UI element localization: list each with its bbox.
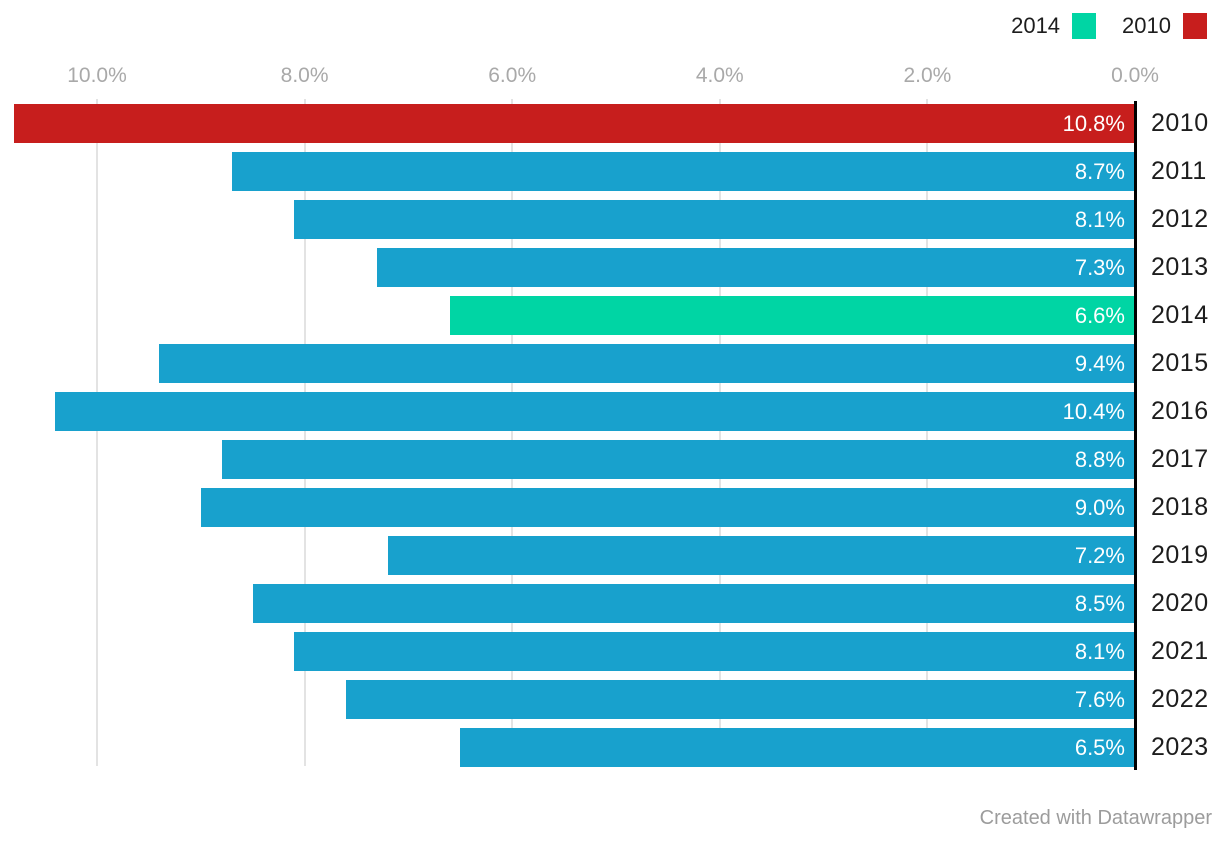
bar-value-label: 7.2% — [1074, 542, 1125, 568]
year-label-2018: 2018 — [1151, 493, 1209, 521]
year-label-2012: 2012 — [1151, 205, 1209, 233]
bar-2017: 8.8% — [221, 440, 1135, 479]
axis-tick-label: 2.0% — [903, 64, 952, 87]
gridline-2.0% — [926, 99, 929, 766]
year-label-2017: 2017 — [1151, 445, 1209, 473]
legend-swatch-2010-icon — [1183, 13, 1207, 39]
bar-value-label: 7.6% — [1074, 686, 1125, 712]
bar-2020: 8.5% — [252, 584, 1135, 623]
bar-value-label: 9.0% — [1074, 494, 1125, 520]
year-label-2021: 2021 — [1151, 637, 1209, 665]
year-label-2010: 2010 — [1151, 109, 1209, 137]
bar-value-label: 8.8% — [1074, 446, 1125, 472]
bar-2011: 8.7% — [231, 152, 1135, 191]
axis-zero-line — [1134, 101, 1137, 770]
year-label-2023: 2023 — [1151, 733, 1209, 761]
bar-2021: 8.1% — [294, 632, 1135, 671]
bar-value-label: 6.6% — [1074, 302, 1125, 328]
year-label-2020: 2020 — [1151, 589, 1209, 617]
bar-2019: 7.2% — [387, 536, 1135, 575]
bar-value-label: 7.3% — [1074, 254, 1125, 280]
legend-label-2014: 2014 — [1011, 13, 1061, 38]
year-label-2011: 2011 — [1151, 157, 1207, 185]
bar-value-label: 8.7% — [1074, 158, 1125, 184]
bar-2013: 7.3% — [377, 248, 1135, 287]
bar-2012: 8.1% — [294, 200, 1135, 239]
bar-2014: 6.6% — [449, 296, 1135, 335]
bar-value-label: 6.5% — [1074, 734, 1125, 760]
legend-label-2010: 2010 — [1122, 13, 1171, 38]
legend-item-2010: 2010 — [1122, 13, 1207, 39]
gridline-6.0% — [511, 99, 514, 766]
bar-2015: 9.4% — [159, 344, 1135, 383]
credit-line: Created with Datawrapper — [979, 807, 1212, 829]
year-label-2014: 2014 — [1151, 301, 1209, 329]
legend-item-2014: 2014 — [1011, 13, 1097, 39]
year-label-2016: 2016 — [1151, 397, 1209, 425]
year-label-2015: 2015 — [1151, 349, 1209, 377]
gridline-8.0% — [303, 99, 306, 766]
bar-2018: 9.0% — [200, 488, 1135, 527]
bar-value-label: 10.4% — [1062, 398, 1125, 424]
bar-2010: 10.8% — [13, 104, 1135, 143]
legend-swatch-2014-icon — [1072, 13, 1097, 39]
year-label-2019: 2019 — [1151, 541, 1209, 569]
bar-value-label: 8.1% — [1074, 638, 1125, 664]
axis-tick-label: 8.0% — [280, 64, 329, 87]
bar-value-label: 8.1% — [1074, 206, 1125, 232]
bar-2022: 7.6% — [346, 680, 1135, 719]
bar-value-label: 8.5% — [1074, 590, 1125, 616]
axis-tick-label: 4.0% — [695, 64, 744, 87]
bar-value-label: 10.8% — [1062, 110, 1125, 136]
axis-tick-label: 6.0% — [488, 64, 537, 87]
legend: 2014 2010 — [1011, 13, 1207, 39]
year-label-2013: 2013 — [1151, 253, 1209, 281]
gridline-4.0% — [718, 99, 721, 766]
bar-2023: 6.5% — [460, 728, 1135, 767]
bar-2016: 10.4% — [55, 392, 1135, 431]
axis-tick-label: 10.0% — [67, 64, 127, 87]
gridline-10.0% — [96, 99, 98, 766]
bar-value-label: 9.4% — [1074, 350, 1125, 376]
axis-tick-label: 0.0% — [1111, 64, 1159, 87]
year-label-2022: 2022 — [1151, 685, 1209, 713]
